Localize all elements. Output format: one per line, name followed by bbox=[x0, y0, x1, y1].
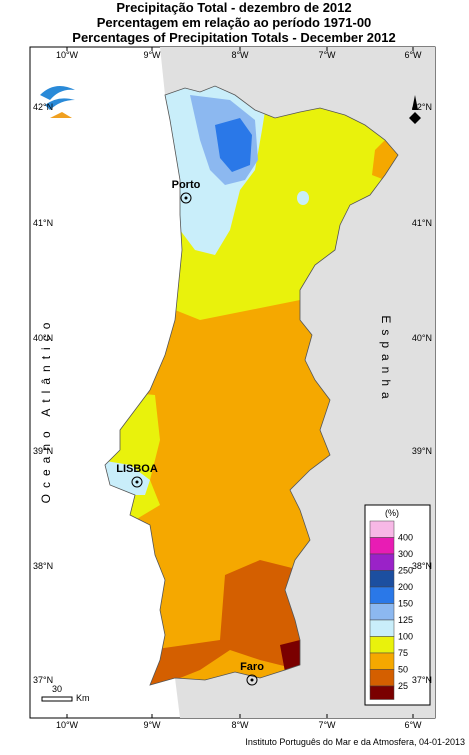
lon-label: 9°W bbox=[143, 50, 161, 60]
title: Percentagem em relação ao período 1971-0… bbox=[97, 15, 372, 30]
legend-swatch bbox=[369, 520, 395, 538]
lat-label: 41°N bbox=[412, 218, 432, 228]
country-label: Espanha bbox=[379, 315, 393, 404]
legend-swatch bbox=[369, 586, 395, 604]
legend-swatch bbox=[369, 669, 395, 687]
legend-swatch bbox=[369, 537, 395, 555]
legend-label: 150 bbox=[398, 599, 413, 609]
lat-label: 41°N bbox=[33, 218, 53, 228]
lat-label: 42°N bbox=[33, 102, 53, 112]
legend-label: 300 bbox=[398, 549, 413, 559]
lon-label: 10°W bbox=[56, 720, 79, 730]
legend-label: 100 bbox=[398, 632, 413, 642]
city-label: LISBOA bbox=[116, 463, 158, 475]
lat-label: 37°N bbox=[412, 675, 432, 685]
lon-label: 8°W bbox=[231, 50, 249, 60]
lat-label: 38°N bbox=[412, 561, 432, 571]
legend-swatch bbox=[369, 652, 395, 670]
lat-label: 38°N bbox=[33, 561, 53, 571]
legend-swatch bbox=[369, 636, 395, 654]
legend-label: 50 bbox=[398, 665, 408, 675]
title: Precipitação Total - dezembro de 2012 bbox=[116, 0, 351, 15]
lon-label: 7°W bbox=[318, 50, 336, 60]
legend-label: 25 bbox=[398, 681, 408, 691]
credit: Instituto Português do Mar e da Atmosfer… bbox=[245, 737, 465, 747]
legend-label: 75 bbox=[398, 648, 408, 658]
lat-label: 37°N bbox=[33, 675, 53, 685]
title: Percentages of Precipitation Totals - De… bbox=[72, 30, 395, 45]
lon-label: 6°W bbox=[404, 720, 422, 730]
legend-label: 250 bbox=[398, 566, 413, 576]
scale-unit: Km bbox=[76, 693, 90, 703]
lon-label: 10°W bbox=[56, 50, 79, 60]
legend-label: 125 bbox=[398, 615, 413, 625]
city-label: Porto bbox=[172, 179, 201, 191]
lat-label: 40°N bbox=[33, 333, 53, 343]
legend-title: (%) bbox=[385, 508, 399, 518]
legend-swatch bbox=[369, 570, 395, 588]
lon-label: 6°W bbox=[404, 50, 422, 60]
lat-label: 40°N bbox=[412, 333, 432, 343]
ocean-label: Oceano Atlântico bbox=[39, 317, 53, 504]
legend-label: 400 bbox=[398, 533, 413, 543]
legend: (%) 400 300 250 200 150 125 100 75 50 25 bbox=[364, 504, 431, 706]
lat-label: 42°N bbox=[412, 102, 432, 112]
lon-label: 7°W bbox=[318, 720, 336, 730]
city-label: Faro bbox=[240, 661, 264, 673]
legend-swatch bbox=[369, 603, 395, 621]
legend-swatch bbox=[369, 685, 395, 700]
lon-label: 9°W bbox=[143, 720, 161, 730]
lat-label: 39°N bbox=[412, 446, 432, 456]
lat-label: 39°N bbox=[33, 446, 53, 456]
lon-label: 8°W bbox=[231, 720, 249, 730]
legend-label: 200 bbox=[398, 582, 413, 592]
legend-swatch bbox=[369, 619, 395, 637]
legend-swatch bbox=[369, 553, 395, 571]
scale-value: 30 bbox=[52, 684, 62, 694]
